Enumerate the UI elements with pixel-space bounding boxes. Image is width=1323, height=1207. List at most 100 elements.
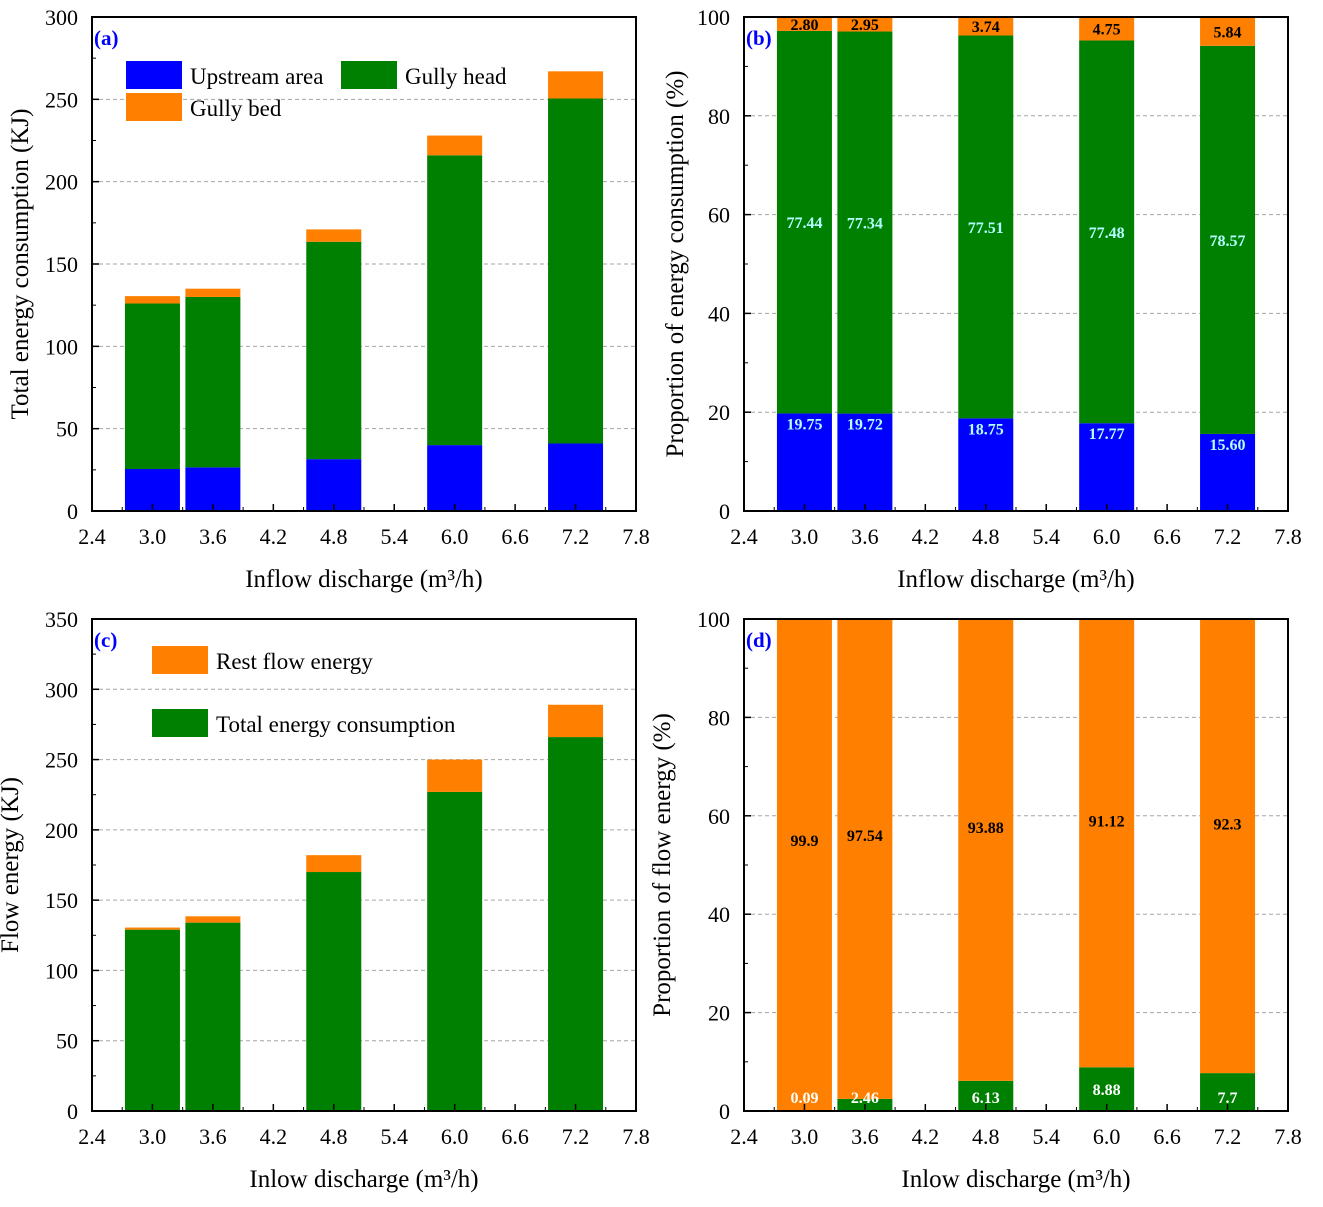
x-tick-label: 3.6 [199,1124,227,1149]
x-tick-label: 6.0 [1093,524,1121,549]
x-tick-label: 2.4 [78,1124,106,1149]
y-tick-label: 20 [708,1001,730,1026]
bar-segment [1200,45,1256,434]
x-tick-label: 4.8 [972,1124,1000,1149]
data-label: 5.84 [1214,24,1242,41]
x-tick-label: 4.2 [260,524,288,549]
x-tick-label: 4.8 [320,524,348,549]
bar-segment [1079,1067,1135,1111]
y-tick-label: 50 [56,1029,78,1054]
y-tick-label: 0 [719,1099,730,1124]
bar-segment [548,98,604,444]
bar-segment [837,16,893,32]
y-tick-label: 0 [67,499,78,524]
y-tick-label: 300 [45,5,78,30]
legend-swatch [152,646,208,674]
y-axis-title: Flow energy (KJ) [0,777,24,953]
y-tick-label: 40 [708,902,730,927]
bar-segment [427,135,483,156]
legend-swatch [126,93,182,121]
y-tick-label: 60 [708,804,730,829]
legend-label: Upstream area [190,64,323,89]
y-tick-label: 20 [708,400,730,425]
bar-segment [837,619,893,1099]
data-label: 17.77 [1089,426,1125,443]
bar-segment [185,922,241,1111]
data-label: 99.9 [790,833,818,850]
y-tick-label: 100 [697,607,730,632]
bar-segment [427,155,483,446]
x-tick-label: 2.4 [78,524,106,549]
data-label: 8.88 [1093,1082,1121,1099]
bar-segment [1079,619,1135,1068]
bar-segment [958,618,1014,1081]
bar-segment [1200,16,1256,46]
y-tick-label: 250 [45,87,78,112]
bar-segment [776,619,832,1111]
x-tick-label: 6.6 [1153,524,1181,549]
x-axis-title: Inlow discharge (m³/h) [249,1166,478,1193]
panel-label: (d) [746,628,772,652]
x-tick-label: 3.6 [199,524,227,549]
data-label: 19.75 [786,416,822,433]
data-label: 78.57 [1210,233,1246,250]
y-tick-label: 40 [708,301,730,326]
y-tick-label: 80 [708,705,730,730]
bar-segment [776,413,832,511]
y-axis-title: Proportion of flow energy (%) [649,713,676,1017]
bar-segment [1200,619,1256,1074]
bar-segment [306,229,362,242]
chart-panel-a: 2.4 3.0 3.6 4.2 4.8 5.4 6.0 6.6 7.2 7.8 0 50 100 150 2… [7,5,650,593]
x-tick-label: 3.0 [791,1124,819,1149]
bar-segment [958,17,1014,36]
data-label: 77.51 [968,220,1004,237]
x-tick-label: 7.8 [622,1124,650,1149]
bar-segment [124,927,180,930]
y-tick-label: 60 [708,203,730,228]
x-axis-title: Inflow discharge (m³/h) [245,566,483,593]
data-label: 97.54 [847,828,883,845]
y-tick-label: 250 [45,748,78,773]
y-tick-label: 80 [708,104,730,129]
x-tick-label: 6.0 [441,1124,469,1149]
y-tick-label: 200 [45,818,78,843]
x-tick-label: 5.4 [380,524,408,549]
x-tick-label: 3.0 [139,524,167,549]
y-tick-label: 100 [45,958,78,983]
x-tick-label: 6.0 [441,524,469,549]
data-label: 93.88 [968,820,1004,837]
bar-segment [185,296,241,468]
x-tick-label: 6.6 [1153,1124,1181,1149]
bar-segment [427,759,483,792]
data-label: 77.48 [1089,225,1125,242]
bar-segment [958,35,1014,419]
bar-segment [185,916,241,923]
bar-segment [548,704,604,738]
x-tick-label: 7.8 [1274,1124,1302,1149]
x-tick-label: 4.8 [320,1124,348,1149]
legend-label: Rest flow energy [216,649,373,674]
panel-label: (c) [94,628,117,652]
bar-segment [124,296,180,304]
data-label: 2.46 [851,1090,879,1107]
data-label: 18.75 [968,421,1004,438]
data-label: 3.74 [972,19,1000,36]
x-tick-label: 5.4 [1032,1124,1060,1149]
bar-segment [548,71,604,99]
legend: Rest flow energy Total energy consumption [152,646,456,737]
legend-label: Gully bed [190,96,282,121]
bar-segment [124,303,180,470]
data-label: 77.44 [786,215,822,232]
bar-segment [958,418,1014,511]
bar-segment [837,413,893,511]
bar-segment [306,872,362,1111]
y-tick-label: 150 [45,888,78,913]
bar-segment [1079,17,1135,41]
y-tick-label: 50 [56,417,78,442]
data-label: 77.34 [847,216,883,233]
y-tick-label: 100 [697,5,730,30]
bar-segment [185,467,241,511]
x-axis-title: Inlow discharge (m³/h) [901,1166,1130,1193]
data-label: 0.09 [790,1090,818,1107]
